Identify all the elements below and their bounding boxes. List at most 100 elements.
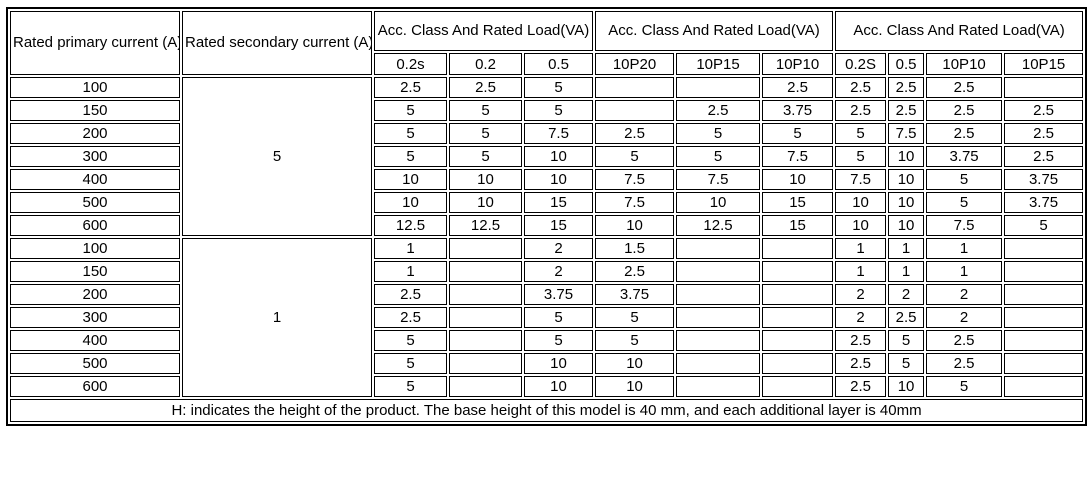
- load-value-cell: 2.5: [835, 330, 887, 351]
- load-value-cell: 10: [835, 215, 887, 236]
- load-value-cell: 5: [1004, 215, 1084, 236]
- load-value-cell: 12.5: [676, 215, 761, 236]
- primary-current-cell: 150: [10, 100, 180, 121]
- primary-current-cell: 400: [10, 169, 180, 190]
- load-value-cell: 2.5: [926, 353, 1003, 374]
- load-value-cell: 7.5: [888, 123, 925, 144]
- load-value-cell: 1: [926, 238, 1003, 259]
- load-value-cell: 2.5: [1004, 146, 1084, 167]
- load-value-cell: 1: [374, 238, 447, 259]
- header-group-row: Rated primary current (A) Rated secondar…: [10, 11, 1084, 75]
- secondary-current-cell: 5: [182, 77, 372, 236]
- subcol-header: 10P10: [762, 53, 834, 75]
- load-value-cell: 1: [835, 238, 887, 259]
- secondary-current-cell: 1: [182, 238, 372, 397]
- load-value-cell: [762, 284, 834, 305]
- load-value-cell: 7.5: [524, 123, 594, 144]
- load-value-cell: 10: [524, 169, 594, 190]
- load-value-cell: 15: [762, 215, 834, 236]
- load-value-cell: 5: [524, 77, 594, 98]
- load-value-cell: 1: [835, 261, 887, 282]
- load-value-cell: [449, 261, 522, 282]
- load-value-cell: 5: [524, 307, 594, 328]
- load-value-cell: 3.75: [926, 146, 1003, 167]
- load-value-cell: 5: [449, 123, 522, 144]
- load-value-cell: 2: [835, 307, 887, 328]
- load-value-cell: 2: [926, 284, 1003, 305]
- table-row: 300 5 5 10 5 5 7.5 5 10 3.75 2.5: [10, 146, 1084, 167]
- load-value-cell: 3.75: [762, 100, 834, 121]
- load-value-cell: 10: [762, 169, 834, 190]
- load-value-cell: 2.5: [835, 77, 887, 98]
- load-value-cell: 2.5: [1004, 100, 1084, 121]
- load-value-cell: 10: [888, 146, 925, 167]
- table-row: 600 12.5 12.5 15 10 12.5 15 10 10 7.5 5: [10, 215, 1084, 236]
- load-value-cell: [762, 307, 834, 328]
- subcol-header: 10P15: [676, 53, 761, 75]
- load-value-cell: 2.5: [888, 307, 925, 328]
- load-value-cell: 1: [374, 261, 447, 282]
- load-value-cell: 2.5: [374, 77, 447, 98]
- table-body: 100 5 2.5 2.5 5 2.5 2.5 2.5 2.5 150 5 5 5 2.5 3.75 2.5 2…: [10, 77, 1084, 397]
- load-value-cell: 5: [449, 146, 522, 167]
- load-value-cell: 12.5: [449, 215, 522, 236]
- load-value-cell: [595, 100, 675, 121]
- primary-current-cell: 400: [10, 330, 180, 351]
- load-value-cell: [1004, 284, 1084, 305]
- load-value-cell: 10: [676, 192, 761, 213]
- load-value-cell: 3.75: [1004, 169, 1084, 190]
- load-value-cell: 12.5: [374, 215, 447, 236]
- header-subcol-row: 0.2s 0.2 0.5 10P20 10P15 10P10 0.2S 0.5 …: [10, 53, 1084, 75]
- load-value-cell: [1004, 77, 1084, 98]
- load-value-cell: 2: [524, 261, 594, 282]
- load-value-cell: 7.5: [926, 215, 1003, 236]
- load-value-cell: [1004, 376, 1084, 397]
- load-value-cell: 5: [676, 146, 761, 167]
- subcol-header: 0.5: [888, 53, 925, 75]
- load-value-cell: 5: [374, 100, 447, 121]
- load-value-cell: 5: [926, 376, 1003, 397]
- load-value-cell: 5: [888, 353, 925, 374]
- load-value-cell: [762, 238, 834, 259]
- table-row: 200 2.5 3.75 3.75 2 2 2: [10, 284, 1084, 305]
- load-value-cell: [762, 353, 834, 374]
- load-value-cell: [762, 376, 834, 397]
- load-value-cell: 5: [835, 146, 887, 167]
- load-value-cell: 10: [888, 169, 925, 190]
- load-value-cell: 5: [676, 123, 761, 144]
- primary-current-cell: 500: [10, 192, 180, 213]
- load-value-cell: [676, 77, 761, 98]
- load-value-cell: [762, 330, 834, 351]
- load-value-cell: 7.5: [595, 169, 675, 190]
- table-row: 200 5 5 7.5 2.5 5 5 5 7.5 2.5 2.5: [10, 123, 1084, 144]
- subcol-header: 0.2: [449, 53, 522, 75]
- load-value-cell: 10: [595, 215, 675, 236]
- load-value-cell: 1.5: [595, 238, 675, 259]
- load-value-cell: 2: [926, 307, 1003, 328]
- load-value-cell: 2.5: [374, 307, 447, 328]
- load-value-cell: [676, 261, 761, 282]
- load-value-cell: 3.75: [524, 284, 594, 305]
- table-row: 100 5 2.5 2.5 5 2.5 2.5 2.5 2.5: [10, 77, 1084, 236]
- load-value-cell: 2: [888, 284, 925, 305]
- load-value-cell: 15: [762, 192, 834, 213]
- load-value-cell: 15: [524, 215, 594, 236]
- load-value-cell: 2.5: [595, 261, 675, 282]
- load-value-cell: [1004, 238, 1084, 259]
- load-value-cell: 2.5: [1004, 123, 1084, 144]
- load-value-cell: 10: [449, 192, 522, 213]
- load-value-cell: 10: [888, 192, 925, 213]
- load-value-cell: 2.5: [926, 123, 1003, 144]
- load-value-cell: 5: [374, 353, 447, 374]
- primary-current-cell: 300: [10, 146, 180, 167]
- load-value-cell: 10: [374, 169, 447, 190]
- load-value-cell: [449, 284, 522, 305]
- acc-class-group-header-1: Acc. Class And Rated Load(VA): [374, 11, 594, 51]
- load-value-cell: 5: [374, 146, 447, 167]
- table-row: 300 2.5 5 5 2 2.5 2: [10, 307, 1084, 328]
- load-value-cell: 1: [888, 238, 925, 259]
- load-value-cell: 5: [888, 330, 925, 351]
- table-row: 150 1 2 2.5 1 1 1: [10, 261, 1084, 282]
- primary-current-cell: 100: [10, 77, 180, 98]
